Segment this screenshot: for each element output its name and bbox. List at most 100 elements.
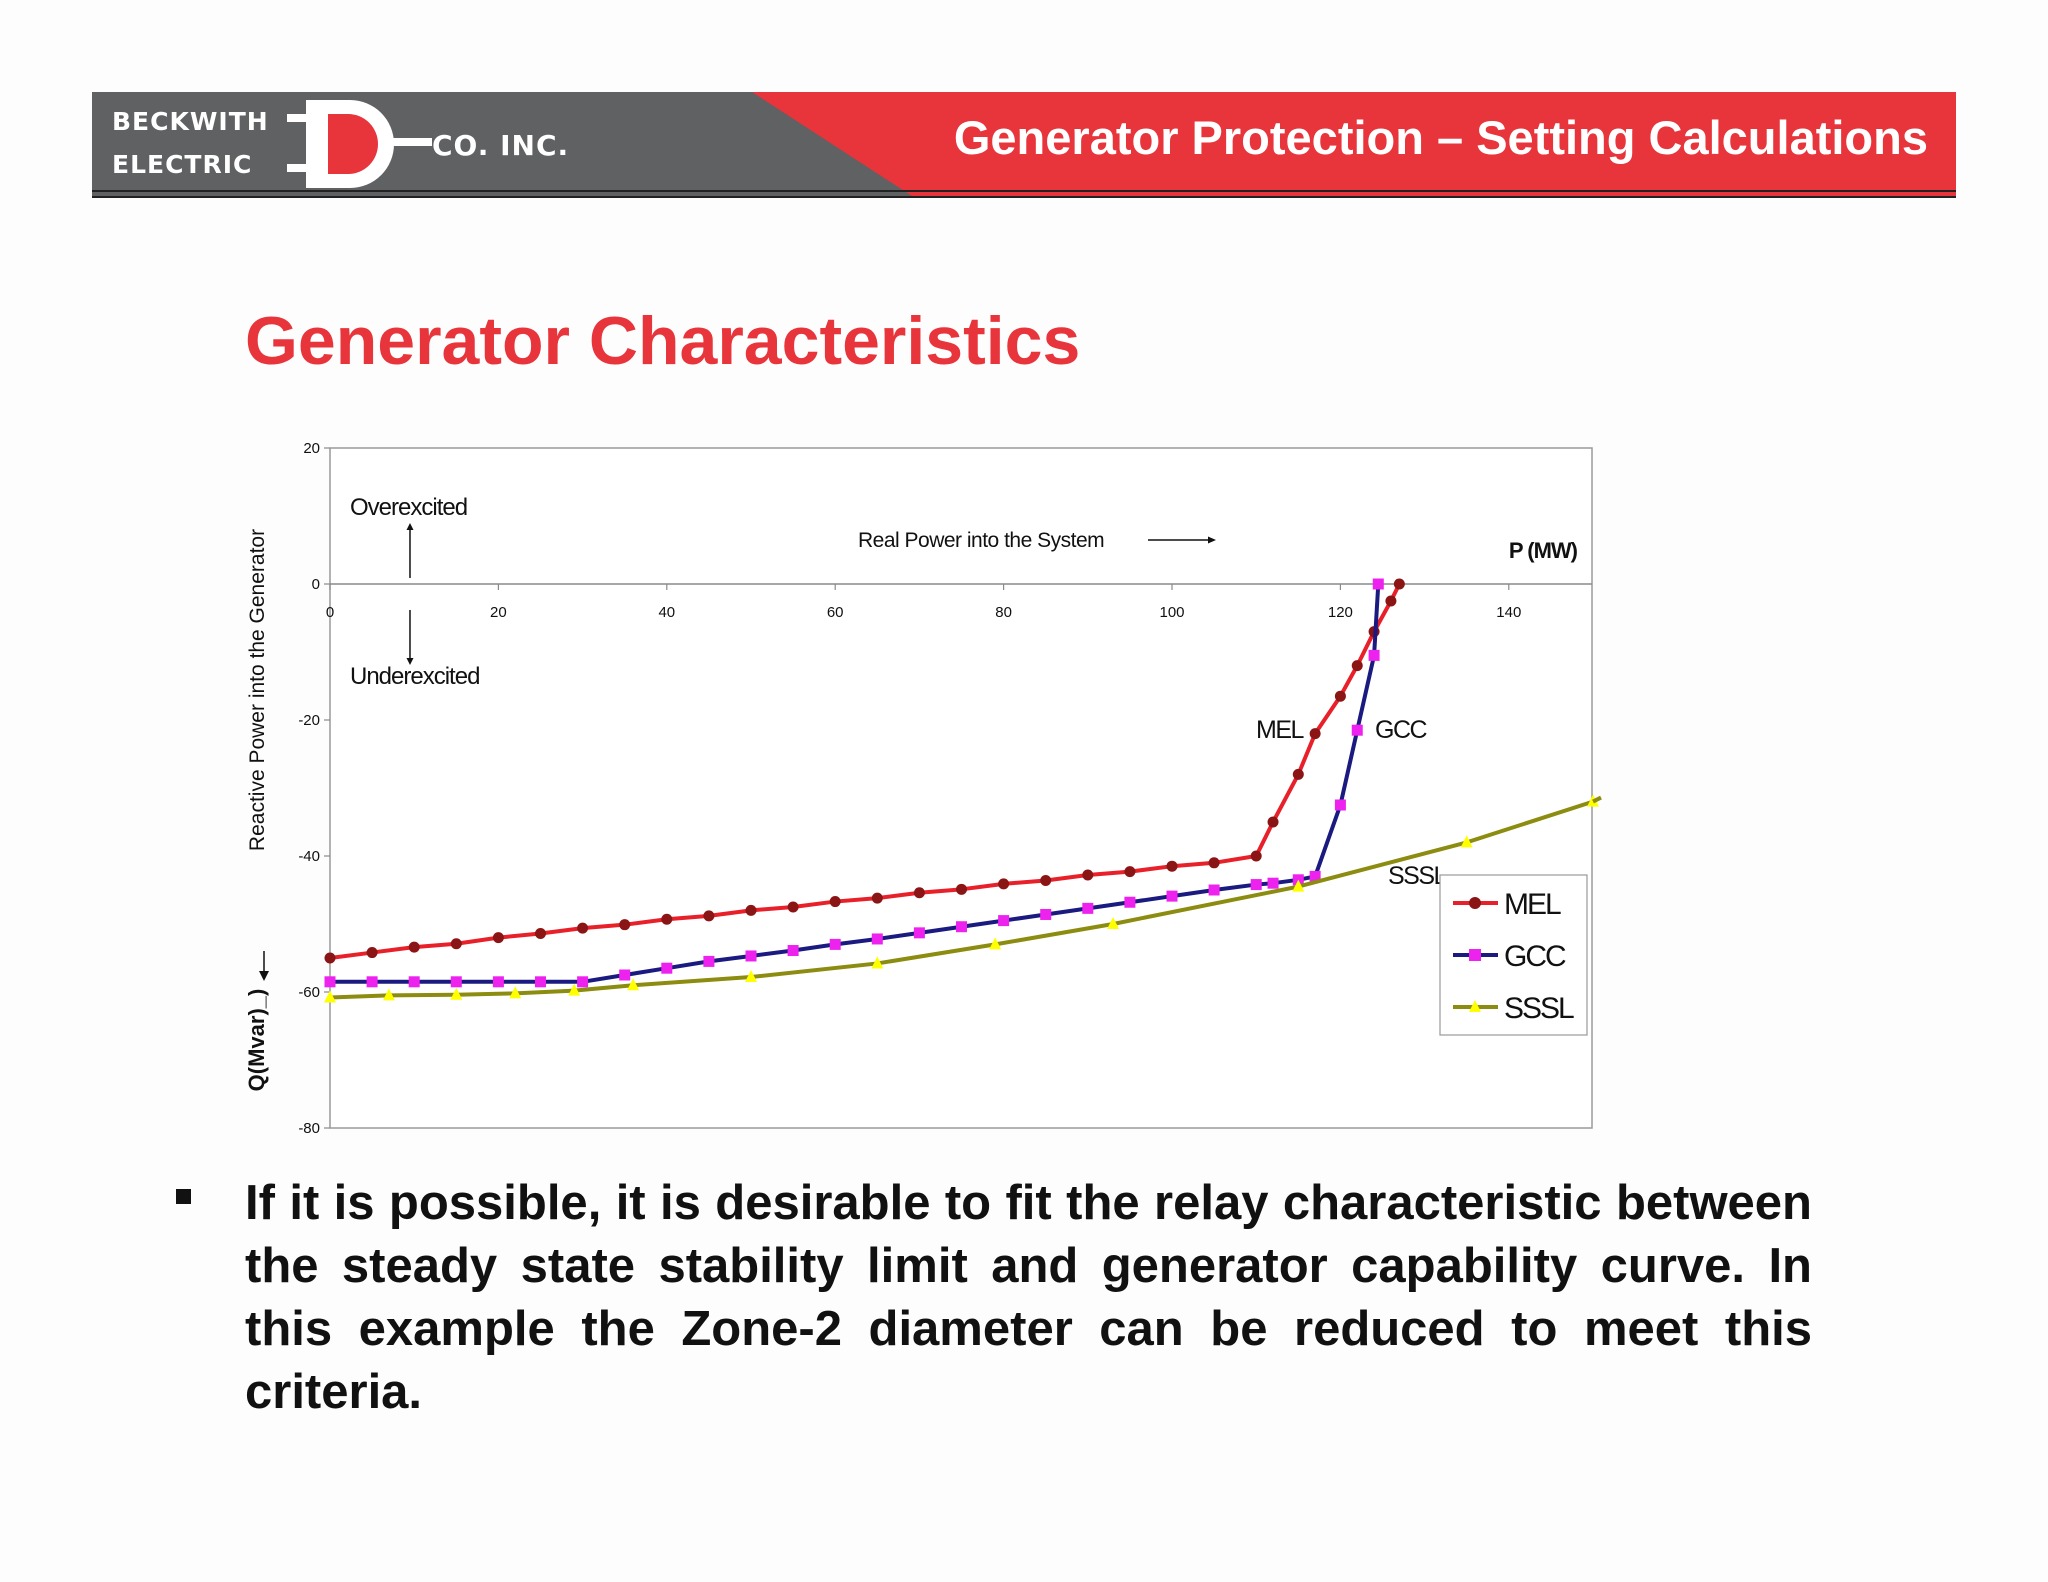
data-point — [1208, 884, 1220, 896]
data-point — [1334, 799, 1346, 811]
data-point — [871, 933, 883, 945]
data-point — [745, 950, 757, 962]
data-point — [1166, 890, 1178, 902]
data-point — [998, 915, 1010, 927]
logo-line2: ELECTRIC — [112, 150, 253, 179]
data-point — [1309, 728, 1321, 740]
series-sssl — [324, 794, 1599, 1003]
data-point — [1372, 578, 1384, 590]
data-point — [450, 987, 463, 1000]
data-point — [1292, 879, 1305, 892]
data-point — [1393, 578, 1405, 590]
bullet-marker — [176, 1189, 191, 1204]
y-tick-label: -40 — [298, 848, 320, 865]
legend-marker — [1469, 897, 1481, 909]
data-point — [324, 952, 336, 964]
x-axis-title: P (MW) — [1509, 538, 1578, 563]
data-point — [1385, 595, 1397, 607]
data-point — [787, 945, 799, 957]
label-real-power: Real Power into the System — [858, 529, 1104, 552]
label-sssl: SSSL — [1388, 862, 1448, 890]
data-point — [1040, 908, 1052, 920]
data-point — [745, 970, 757, 983]
legend-item-mel: MEL — [1453, 888, 1563, 921]
header-banner: BECKWITH ELECTRIC CO. INC. Generator Pro… — [92, 92, 1956, 198]
y-tick-label: -20 — [298, 712, 320, 729]
data-point — [1107, 917, 1120, 929]
x-tick-label: 120 — [1328, 604, 1353, 621]
legend-item-sssl: SSSL — [1453, 992, 1576, 1025]
data-point — [998, 878, 1010, 890]
data-point — [829, 938, 841, 950]
data-point — [1460, 835, 1473, 848]
data-point — [408, 941, 420, 953]
legend: MEL GCC SSSL — [1439, 874, 1588, 1036]
data-point — [913, 927, 925, 939]
series-sssl-tail — [1592, 795, 1602, 804]
legend-label: SSSL — [1504, 992, 1574, 1025]
x-tick-label: 20 — [490, 604, 507, 621]
data-point — [1267, 877, 1279, 889]
y-axis-unit-label: Q(Mvar)_) — [244, 989, 269, 1092]
data-point — [535, 976, 546, 988]
data-point — [1082, 869, 1094, 881]
data-point — [829, 896, 841, 908]
banner-background — [92, 92, 1956, 198]
data-point — [509, 986, 522, 999]
data-point — [1267, 816, 1279, 828]
x-tick-label: 0 — [326, 604, 334, 621]
data-point — [1250, 850, 1262, 862]
data-point — [1309, 870, 1321, 882]
legend-label: MEL — [1504, 888, 1561, 921]
data-point — [619, 919, 631, 931]
series-layer — [324, 578, 1602, 1003]
label-underexcited: Underexcited — [350, 663, 479, 690]
data-point — [577, 922, 589, 934]
data-point — [1040, 874, 1052, 886]
data-point — [745, 904, 757, 916]
y-tick-label: 0 — [312, 576, 320, 593]
data-point — [1124, 866, 1136, 878]
y-tick-label: 20 — [303, 440, 320, 457]
data-point — [1250, 879, 1262, 891]
data-point — [787, 901, 799, 913]
logo-suffix: CO. INC. — [432, 129, 570, 162]
data-point — [1082, 902, 1094, 914]
data-point — [366, 947, 378, 959]
data-point — [703, 955, 715, 967]
underexcited-arrow-icon — [406, 658, 414, 665]
data-point — [408, 976, 420, 988]
data-point — [1334, 690, 1346, 702]
data-point — [492, 932, 504, 944]
legend-marker — [1469, 1000, 1481, 1012]
logo-line1: BECKWITH — [112, 107, 269, 136]
y-axis-title: Reactive Power into the Generator — [246, 529, 269, 851]
y-tick-label: -60 — [298, 984, 320, 1001]
data-point — [871, 956, 884, 969]
data-point — [382, 988, 395, 1001]
legend-item-gcc: GCC — [1453, 940, 1568, 973]
bullet-text: If it is possible, it is desirable to fi… — [245, 1176, 1812, 1419]
data-point — [989, 937, 1002, 950]
data-point — [1368, 649, 1380, 661]
data-point — [450, 938, 462, 950]
data-point — [1208, 857, 1220, 869]
data-point — [703, 910, 715, 922]
data-point — [661, 962, 673, 974]
real-power-arrow-icon — [1208, 536, 1216, 544]
data-point — [956, 883, 967, 895]
data-point — [627, 978, 640, 991]
x-tick-label: 60 — [827, 604, 844, 621]
data-point — [577, 976, 589, 988]
series-mel — [324, 578, 1405, 964]
axes: 0 20 40 60 80 100 120 140 20 0 -20 -40 -60 -80 Reactiv… — [244, 440, 1592, 1137]
legend-marker — [1469, 949, 1481, 961]
data-point — [535, 928, 546, 940]
data-point — [619, 969, 631, 981]
data-point — [324, 990, 336, 1003]
data-point — [492, 976, 504, 988]
x-tick-label: 40 — [658, 604, 675, 621]
x-tick-label: 100 — [1159, 604, 1184, 621]
annotations: Overexcited Underexcited Real Power into t… — [350, 494, 1579, 890]
x-tick-label: 140 — [1496, 604, 1521, 621]
